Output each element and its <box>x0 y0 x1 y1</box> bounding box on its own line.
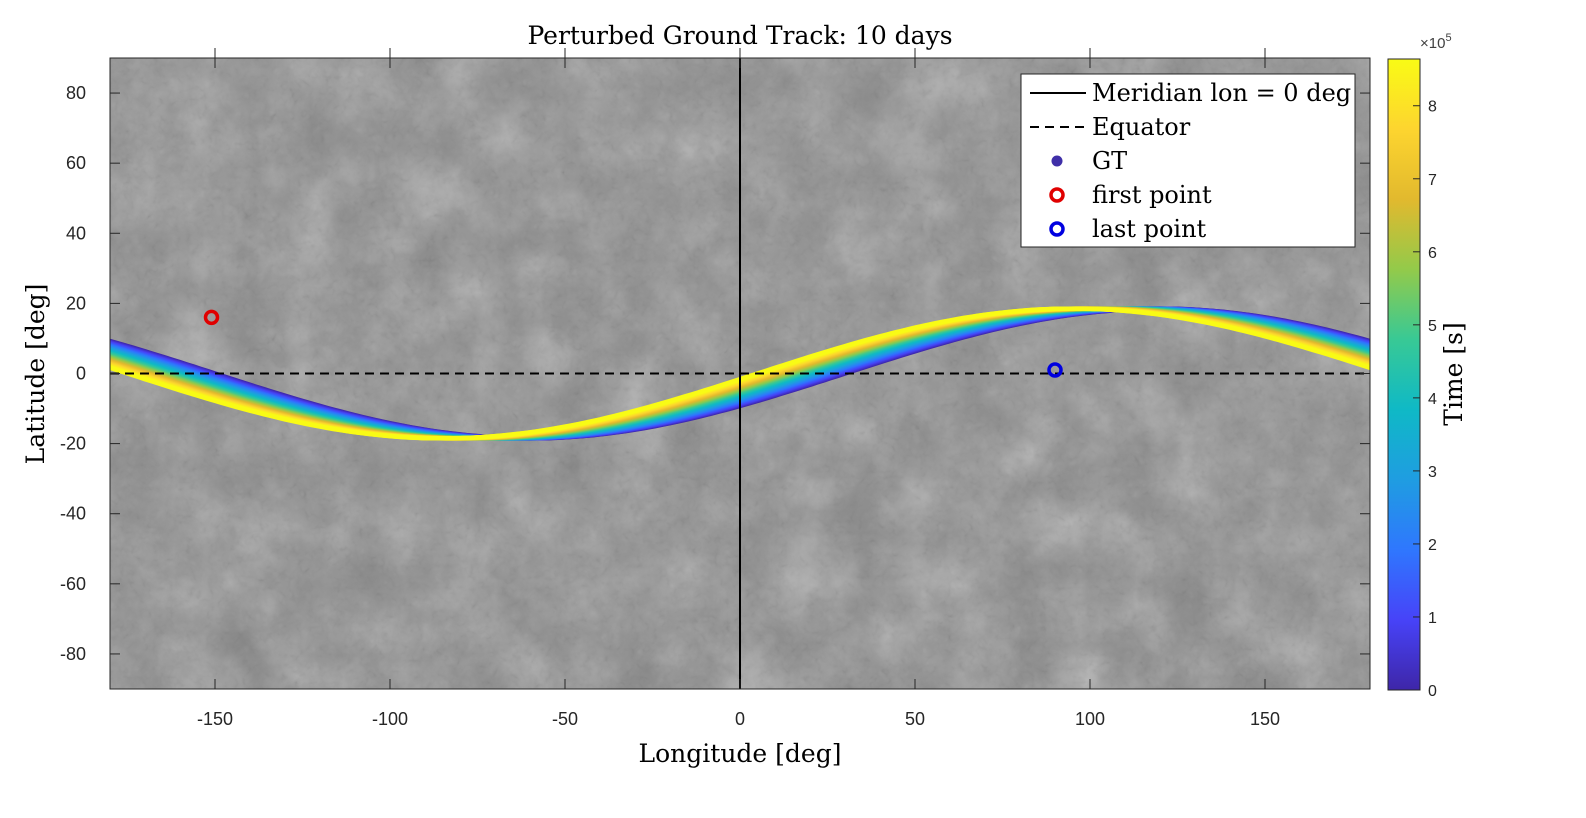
chart-title: Perturbed Ground Track: 10 days <box>527 21 952 50</box>
colorbar-tick-label: 2 <box>1428 537 1437 554</box>
y-tick-label: -80 <box>60 644 86 664</box>
y-tick-label: 0 <box>76 364 86 384</box>
colorbar-tick-label: 1 <box>1428 610 1437 627</box>
colorbar-tick-label: 0 <box>1428 683 1437 700</box>
x-axis-label: Longitude [deg] <box>639 739 842 768</box>
colorbar-tick-label: 4 <box>1428 391 1437 408</box>
colorbar-tick-label: 7 <box>1428 172 1437 189</box>
legend-label-last-point: last point <box>1092 215 1207 243</box>
y-tick-label: 40 <box>66 223 86 243</box>
y-tick-label: 60 <box>66 153 86 173</box>
colorbar-tick-label: 8 <box>1428 99 1437 116</box>
legend-label-gt: GT <box>1092 147 1127 175</box>
legend-swatch-gt <box>1052 156 1063 167</box>
y-tick-label: -40 <box>60 504 86 524</box>
colorbar-multiplier: ×105 <box>1420 32 1452 52</box>
y-tick-label: -60 <box>60 574 86 594</box>
colorbar-multiplier-exp: 5 <box>1445 32 1451 44</box>
colorbar-tick-label: 6 <box>1428 245 1437 262</box>
colorbar-multiplier-base: ×10 <box>1420 35 1445 52</box>
colorbar-label: Time [s] <box>1439 322 1468 425</box>
legend-label-equator: Equator <box>1092 113 1191 141</box>
x-tick-label: -150 <box>197 709 233 729</box>
colorbar-gradient <box>1388 59 1420 690</box>
legend-label-meridian: Meridian lon = 0 deg <box>1092 79 1351 107</box>
x-tick-label: 50 <box>905 709 925 729</box>
y-tick-label: 20 <box>66 293 86 313</box>
x-tick-label: 100 <box>1075 709 1105 729</box>
colorbar-tick-label: 3 <box>1428 464 1437 481</box>
y-tick-label: -20 <box>60 434 86 454</box>
x-tick-label: -100 <box>372 709 408 729</box>
y-axis-label: Latitude [deg] <box>21 284 50 465</box>
x-tick-label: -50 <box>552 709 578 729</box>
x-tick-label: 0 <box>735 709 745 729</box>
colorbar-tick-label: 5 <box>1428 318 1437 335</box>
y-tick-label: 80 <box>66 83 86 103</box>
x-tick-label: 150 <box>1250 709 1280 729</box>
legend-label-first-point: first point <box>1092 181 1212 209</box>
legend: Meridian lon = 0 deg Equator GT first po… <box>1021 74 1355 247</box>
